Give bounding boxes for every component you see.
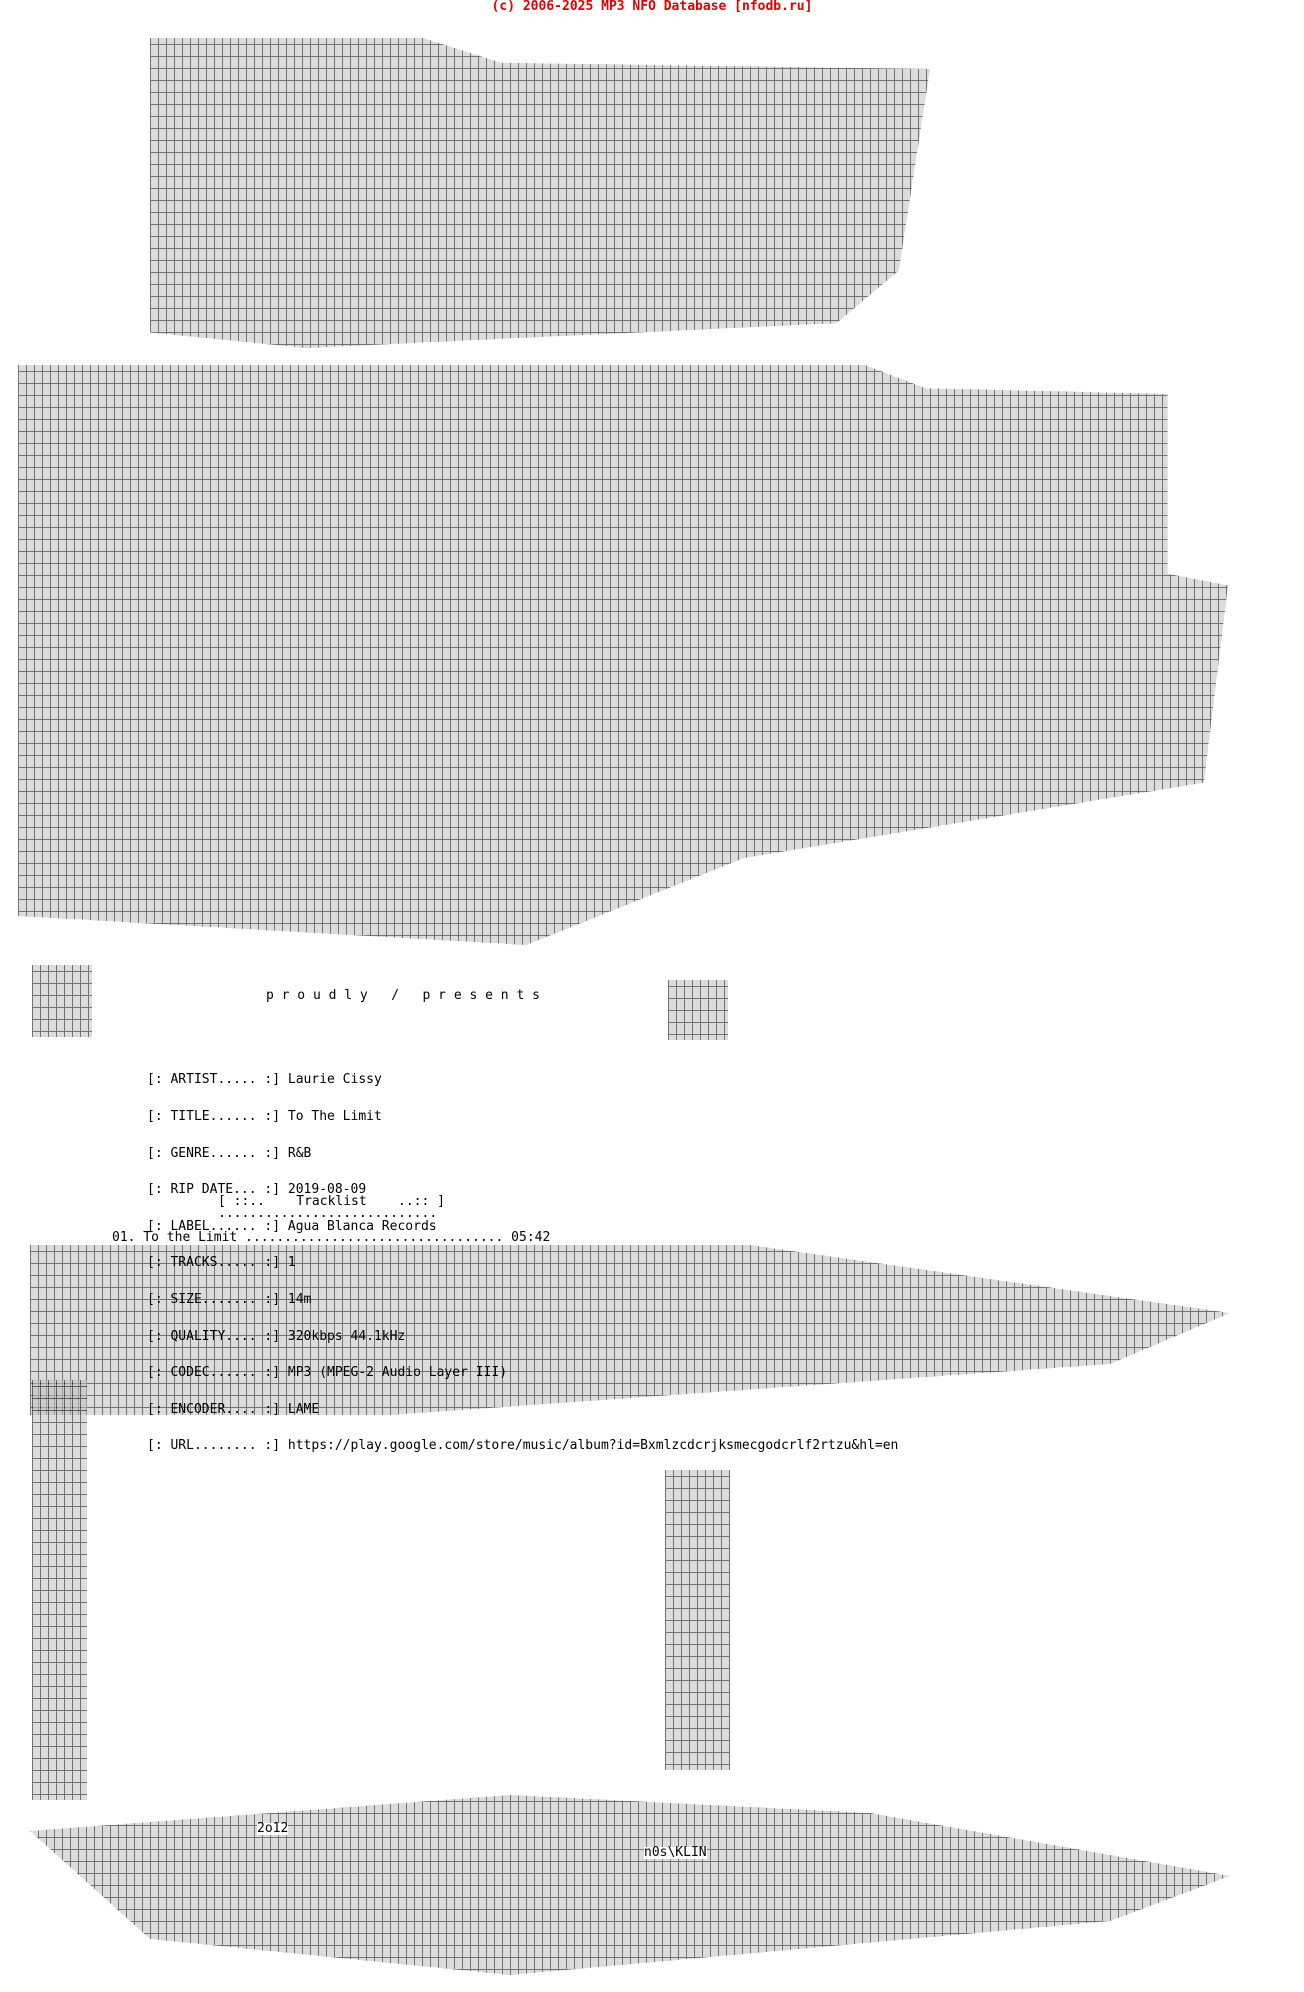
info-genre: [: GENRE...... :] R&B [147,1145,898,1161]
info-title: [: TITLE...... :] To The Limit [147,1109,898,1124]
info-key: [: SIZE....... :] [147,1291,281,1307]
tracklist-header: [ ::.. Tracklist ..:: ] [218,1194,445,1209]
info-value: R&B [287,1145,312,1161]
info-key: [: LABEL...... :] [147,1218,281,1234]
site-header: (c) 2006-2025 MP3 NFO Database [nfodb.ru… [491,0,813,14]
ascii-logo-top [150,38,930,348]
info-url-value[interactable]: https://play.google.com/store/music/albu… [287,1438,899,1454]
info-label: [: LABEL...... :] Agua Blanca Records [147,1218,898,1234]
info-tracks: [: TRACKS..... :] 1 [147,1255,898,1271]
info-url: [: URL........ :] https://play.google.co… [147,1438,899,1454]
ascii-divider-right [668,980,728,1040]
track-item: 01. To the Limit .......................… [112,1230,551,1245]
presents-text: p r o u d l y / p r e s e n t s [266,988,540,1003]
info-key: [: TRACKS..... :] [147,1255,281,1271]
info-key: [: GENRE...... :] [147,1145,281,1161]
info-size: [: SIZE....... :] 14m [147,1291,898,1307]
ascii-border-left [32,1380,87,1800]
tracklist-dots: ............................ [218,1206,438,1221]
info-quality: [: QUALITY.... :] 320kbps 44.1kHz [147,1328,898,1344]
info-value: 2019-08-09 [287,1182,367,1198]
info-value: Agua Blanca Records [287,1218,437,1234]
ascii-border-lower [30,1795,1230,1975]
info-key: [: TITLE...... :] [147,1109,281,1124]
info-key: [: RIP DATE... :] [147,1182,281,1198]
ascii-logo-main [18,365,1228,945]
info-codec: [: CODEC...... :] MP3 (MPEG-2 Audio Laye… [147,1365,898,1381]
info-value: 320kbps 44.1kHz [287,1328,406,1344]
ascii-divider [32,965,92,1037]
info-value: 1 [287,1255,296,1271]
info-artist: [: ARTIST..... :] Laurie Cissy [147,1072,898,1088]
info-key: [: QUALITY.... :] [147,1328,281,1344]
info-value: LAME [287,1401,320,1417]
ascii-border-center [665,1470,730,1770]
release-info: [: ARTIST..... :] Laurie Cissy [: TITLE.… [147,1050,898,1465]
info-key: [: ARTIST..... :] [147,1072,281,1088]
info-value: 14m [287,1291,312,1307]
info-value: To The Limit [287,1109,382,1124]
info-key: [: URL........ :] [147,1438,281,1454]
info-rip-date: [: RIP DATE... :] 2019-08-09 [147,1182,898,1198]
info-key: [: CODEC...... :] [147,1365,281,1381]
art-year: 2o12 [257,1821,289,1836]
info-encoder: [: ENCODER.... :] LAME [147,1401,898,1417]
info-value: MP3 (MPEG-2 Audio Layer III) [287,1365,508,1381]
info-key: [: ENCODER.... :] [147,1401,281,1417]
info-value: Laurie Cissy [287,1072,382,1088]
art-signature: n0s\KLIN [644,1845,707,1860]
